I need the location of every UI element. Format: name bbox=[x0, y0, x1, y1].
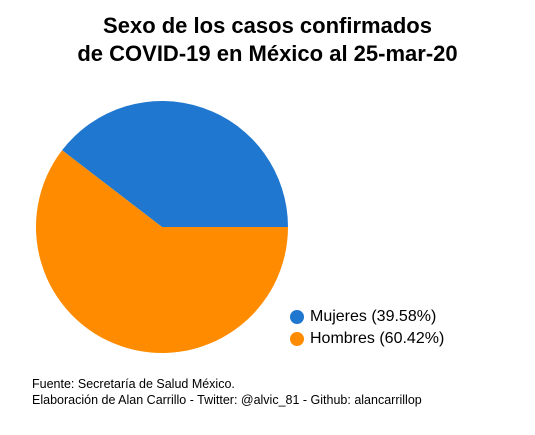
credit-line: Elaboración de Alan Carrillo - Twitter: … bbox=[32, 393, 422, 407]
chart-title-line-2: de COVID-19 en México al 25-mar-20 bbox=[77, 41, 458, 66]
chart-title-line-1: Sexo de los casos confirmados bbox=[103, 13, 432, 38]
legend-dot-hombres bbox=[290, 332, 304, 346]
legend-label-hombres: Hombres (60.42%) bbox=[310, 330, 445, 347]
legend-item-mujeres: Mujeres (39.58%) bbox=[290, 306, 444, 328]
source-line: Fuente: Secretaría de Salud México. bbox=[32, 377, 235, 391]
legend-item-hombres: Hombres (60.42%) bbox=[290, 328, 444, 350]
chart-title: Sexo de los casos confirmados de COVID-1… bbox=[0, 12, 535, 68]
pie-slice-hombres bbox=[36, 150, 289, 354]
legend: Mujeres (39.58%) Hombres (60.42%) bbox=[290, 306, 444, 350]
legend-label-mujeres: Mujeres (39.58%) bbox=[310, 308, 437, 325]
source-notes: Fuente: Secretaría de Salud México. Elab… bbox=[32, 376, 422, 408]
pie-slice-mujeres bbox=[62, 101, 288, 227]
legend-dot-mujeres bbox=[290, 310, 304, 324]
